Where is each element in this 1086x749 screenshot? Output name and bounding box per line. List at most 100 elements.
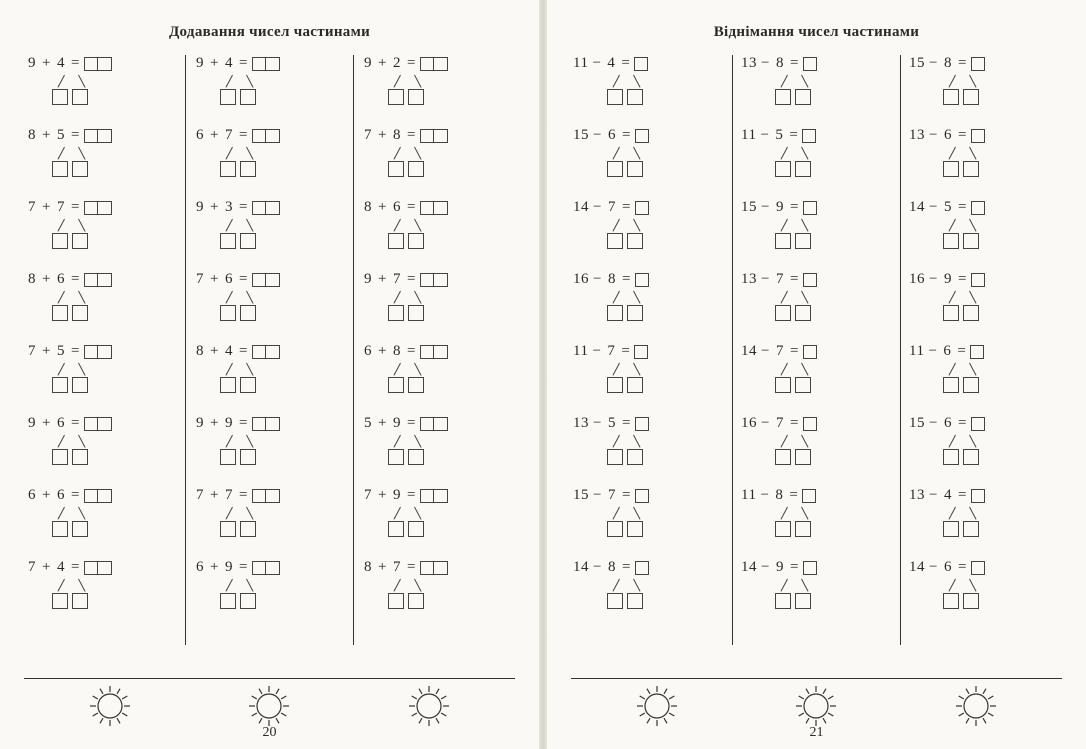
decomp-box[interactable] [795, 233, 811, 249]
decomp-box[interactable] [627, 521, 643, 537]
decomp-box[interactable] [240, 161, 256, 177]
decomp-box[interactable] [72, 233, 88, 249]
answer-digit-box[interactable] [266, 561, 280, 575]
decomp-box[interactable] [240, 593, 256, 609]
decomp-box[interactable] [52, 521, 68, 537]
answer-box[interactable] [971, 489, 985, 503]
answer-digit-box[interactable] [420, 273, 434, 287]
decomp-box[interactable] [240, 233, 256, 249]
decomp-box[interactable] [963, 593, 979, 609]
answer-digit-box[interactable] [98, 489, 112, 503]
decomp-box[interactable] [943, 521, 959, 537]
decomp-box[interactable] [220, 89, 236, 105]
decomp-box[interactable] [627, 377, 643, 393]
decomp-box[interactable] [963, 449, 979, 465]
answer-digit-box[interactable] [98, 57, 112, 71]
answer-digit-box[interactable] [84, 57, 98, 71]
decomp-box[interactable] [607, 593, 623, 609]
answer-digit-box[interactable] [252, 201, 266, 215]
answer-box-pair[interactable] [84, 417, 112, 431]
answer-box[interactable] [803, 561, 817, 575]
answer-box[interactable] [971, 273, 985, 287]
answer-box-pair[interactable] [420, 57, 448, 71]
decomp-box[interactable] [408, 377, 424, 393]
decomp-box[interactable] [240, 521, 256, 537]
answer-box[interactable] [635, 273, 649, 287]
decomp-box[interactable] [963, 89, 979, 105]
answer-digit-box[interactable] [98, 417, 112, 431]
answer-box-pair[interactable] [252, 561, 280, 575]
answer-box-pair[interactable] [252, 129, 280, 143]
decomp-box[interactable] [52, 89, 68, 105]
answer-digit-box[interactable] [266, 201, 280, 215]
answer-box-pair[interactable] [252, 273, 280, 287]
answer-digit-box[interactable] [420, 417, 434, 431]
decomp-box[interactable] [408, 305, 424, 321]
answer-digit-box[interactable] [434, 345, 448, 359]
answer-digit-box[interactable] [266, 489, 280, 503]
decomp-box[interactable] [220, 233, 236, 249]
decomp-box[interactable] [52, 161, 68, 177]
answer-box[interactable] [634, 57, 648, 71]
decomp-box[interactable] [52, 593, 68, 609]
decomp-box[interactable] [388, 233, 404, 249]
answer-box-pair[interactable] [84, 561, 112, 575]
decomp-box[interactable] [775, 233, 791, 249]
answer-box-pair[interactable] [84, 57, 112, 71]
decomp-box[interactable] [775, 161, 791, 177]
decomp-box[interactable] [627, 233, 643, 249]
decomp-box[interactable] [240, 377, 256, 393]
answer-box-pair[interactable] [420, 273, 448, 287]
answer-box-pair[interactable] [252, 201, 280, 215]
decomp-box[interactable] [795, 593, 811, 609]
answer-box-pair[interactable] [420, 417, 448, 431]
answer-box-pair[interactable] [84, 273, 112, 287]
answer-digit-box[interactable] [252, 417, 266, 431]
answer-box[interactable] [803, 201, 817, 215]
answer-box[interactable] [803, 417, 817, 431]
decomp-box[interactable] [607, 521, 623, 537]
decomp-box[interactable] [775, 305, 791, 321]
decomp-box[interactable] [388, 89, 404, 105]
decomp-box[interactable] [607, 233, 623, 249]
decomp-box[interactable] [775, 449, 791, 465]
decomp-box[interactable] [963, 521, 979, 537]
decomp-box[interactable] [775, 593, 791, 609]
decomp-box[interactable] [388, 521, 404, 537]
answer-box[interactable] [971, 129, 985, 143]
decomp-box[interactable] [607, 449, 623, 465]
decomp-box[interactable] [775, 89, 791, 105]
answer-box-pair[interactable] [84, 489, 112, 503]
decomp-box[interactable] [408, 521, 424, 537]
answer-box-pair[interactable] [252, 489, 280, 503]
answer-digit-box[interactable] [420, 129, 434, 143]
decomp-box[interactable] [220, 377, 236, 393]
answer-digit-box[interactable] [252, 561, 266, 575]
answer-digit-box[interactable] [434, 273, 448, 287]
decomp-box[interactable] [72, 89, 88, 105]
decomp-box[interactable] [240, 449, 256, 465]
answer-digit-box[interactable] [266, 57, 280, 71]
answer-digit-box[interactable] [84, 345, 98, 359]
answer-box[interactable] [971, 561, 985, 575]
answer-digit-box[interactable] [98, 345, 112, 359]
answer-digit-box[interactable] [84, 489, 98, 503]
decomp-box[interactable] [408, 161, 424, 177]
decomp-box[interactable] [607, 305, 623, 321]
answer-digit-box[interactable] [84, 129, 98, 143]
decomp-box[interactable] [72, 377, 88, 393]
answer-box[interactable] [802, 129, 816, 143]
decomp-box[interactable] [220, 449, 236, 465]
answer-digit-box[interactable] [84, 273, 98, 287]
answer-box[interactable] [803, 57, 817, 71]
decomp-box[interactable] [388, 305, 404, 321]
answer-digit-box[interactable] [252, 345, 266, 359]
answer-box[interactable] [802, 489, 816, 503]
answer-digit-box[interactable] [434, 201, 448, 215]
answer-digit-box[interactable] [266, 417, 280, 431]
decomp-box[interactable] [963, 161, 979, 177]
decomp-box[interactable] [627, 161, 643, 177]
answer-digit-box[interactable] [434, 561, 448, 575]
decomp-box[interactable] [607, 377, 623, 393]
answer-box[interactable] [635, 201, 649, 215]
